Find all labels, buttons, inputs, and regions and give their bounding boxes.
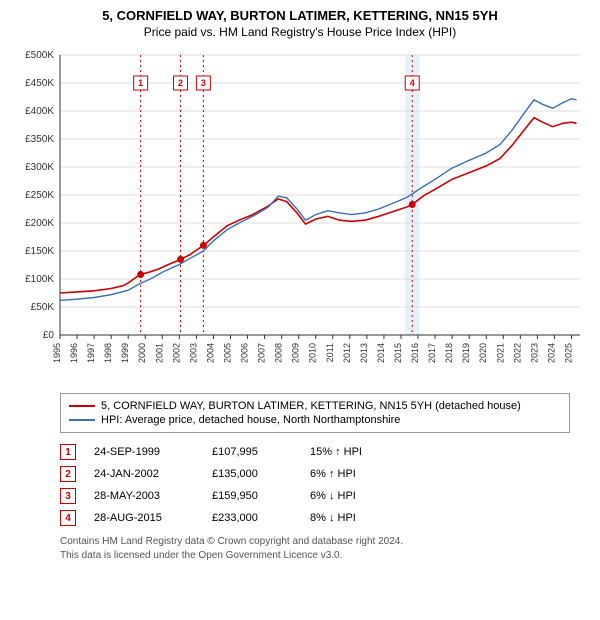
tx-box-label: 4 bbox=[410, 78, 415, 88]
x-tick-label: 2024 bbox=[546, 343, 556, 363]
tx-num-box: 2 bbox=[60, 466, 76, 482]
x-tick-label: 2007 bbox=[257, 343, 267, 363]
x-tick-label: 2016 bbox=[410, 343, 420, 363]
y-tick-label: £500K bbox=[25, 50, 54, 61]
x-tick-label: 2015 bbox=[393, 343, 403, 363]
y-tick-label: £200K bbox=[25, 218, 54, 229]
chart-title: 5, CORNFIELD WAY, BURTON LATIMER, KETTER… bbox=[10, 8, 590, 23]
tx-marker bbox=[177, 256, 184, 263]
chart-container: 5, CORNFIELD WAY, BURTON LATIMER, KETTER… bbox=[0, 0, 600, 572]
chart-svg: £0 £50K £100K £150K £200K £250K £300K £350K £400… bbox=[10, 45, 590, 385]
series-hpi bbox=[60, 99, 577, 301]
tx-marker bbox=[137, 271, 144, 278]
tx-diff: 15% ↑ HPI bbox=[310, 446, 410, 458]
tx-date: 28-AUG-2015 bbox=[94, 512, 194, 524]
x-tick-label: 2021 bbox=[495, 343, 505, 363]
x-tick-label: 2017 bbox=[427, 343, 437, 363]
x-tick-label: 1995 bbox=[52, 343, 62, 363]
tx-price: £107,995 bbox=[212, 446, 292, 458]
x-tick-label: 2011 bbox=[325, 343, 335, 362]
table-row: 3 28-MAY-2003 £159,950 6% ↓ HPI bbox=[60, 485, 570, 507]
legend-swatch-property bbox=[69, 405, 95, 407]
x-tick-label: 2000 bbox=[137, 343, 147, 363]
x-tick-label: 2010 bbox=[308, 343, 318, 363]
footer: Contains HM Land Registry data © Crown c… bbox=[60, 535, 570, 562]
x-tick-label: 2012 bbox=[342, 343, 352, 363]
y-tick-label: £0 bbox=[43, 330, 55, 341]
x-tick-label: 2019 bbox=[461, 343, 471, 363]
y-tick-label: £100K bbox=[25, 274, 54, 285]
y-tick-label: £250K bbox=[25, 190, 54, 201]
chart-subtitle: Price paid vs. HM Land Registry's House … bbox=[10, 25, 590, 39]
legend: 5, CORNFIELD WAY, BURTON LATIMER, KETTER… bbox=[60, 393, 570, 433]
tx-num-box: 3 bbox=[60, 488, 76, 504]
x-tick-label: 1998 bbox=[103, 343, 113, 363]
tx-marker bbox=[409, 201, 416, 208]
table-row: 2 24-JAN-2002 £135,000 6% ↑ HPI bbox=[60, 463, 570, 485]
tx-price: £159,950 bbox=[212, 490, 292, 502]
x-tick-label: 2008 bbox=[274, 343, 284, 363]
tx-num-box: 4 bbox=[60, 510, 76, 526]
table-row: 4 28-AUG-2015 £233,000 8% ↓ HPI bbox=[60, 507, 570, 529]
x-tick-label: 1999 bbox=[120, 343, 130, 363]
tx-box-label: 1 bbox=[138, 78, 143, 88]
x-tick-label: 2009 bbox=[291, 343, 301, 363]
x-tick-label: 2001 bbox=[154, 343, 164, 363]
footer-line2: This data is licensed under the Open Gov… bbox=[60, 549, 570, 563]
x-tick-label: 2004 bbox=[205, 343, 215, 363]
x-tick-label: 2003 bbox=[188, 343, 198, 363]
legend-swatch-hpi bbox=[69, 419, 95, 421]
tx-box-label: 2 bbox=[178, 78, 183, 88]
x-tick-label: 2020 bbox=[478, 343, 488, 363]
legend-item-hpi: HPI: Average price, detached house, Nort… bbox=[69, 414, 561, 426]
x-tick-label: 2023 bbox=[529, 343, 539, 363]
tx-diff: 8% ↓ HPI bbox=[310, 512, 410, 524]
y-tick-label: £450K bbox=[25, 78, 54, 89]
x-tick-label: 2006 bbox=[240, 343, 250, 363]
y-tick-label: £50K bbox=[31, 302, 55, 313]
tx-price: £135,000 bbox=[212, 468, 292, 480]
y-tick-label: £400K bbox=[25, 106, 54, 117]
series-property bbox=[60, 118, 577, 293]
chart-area: £0 £50K £100K £150K £200K £250K £300K £350K £400… bbox=[10, 45, 590, 385]
tx-box-label: 3 bbox=[201, 78, 206, 88]
x-tick-label: 2013 bbox=[359, 343, 369, 363]
y-tick-label: £350K bbox=[25, 134, 54, 145]
tx-price: £233,000 bbox=[212, 512, 292, 524]
x-tick-label: 2014 bbox=[376, 343, 386, 363]
tx-date: 28-MAY-2003 bbox=[94, 490, 194, 502]
x-tick-label: 2018 bbox=[444, 343, 454, 363]
tx-num-box: 1 bbox=[60, 444, 76, 460]
tx-date: 24-SEP-1999 bbox=[94, 446, 194, 458]
tx-diff: 6% ↓ HPI bbox=[310, 490, 410, 502]
legend-label-property: 5, CORNFIELD WAY, BURTON LATIMER, KETTER… bbox=[101, 400, 521, 412]
legend-label-hpi: HPI: Average price, detached house, Nort… bbox=[101, 414, 400, 426]
x-tick-label: 1996 bbox=[69, 343, 79, 363]
x-tick-label: 2022 bbox=[512, 343, 522, 363]
x-tick-label: 2025 bbox=[563, 343, 573, 363]
x-tick-label: 2002 bbox=[171, 343, 181, 363]
tx-date: 24-JAN-2002 bbox=[94, 468, 194, 480]
transaction-table: 1 24-SEP-1999 £107,995 15% ↑ HPI 2 24-JAN-200… bbox=[60, 441, 570, 529]
y-tick-label: £150K bbox=[25, 246, 54, 257]
tx-diff: 6% ↑ HPI bbox=[310, 468, 410, 480]
tx-marker bbox=[200, 242, 207, 249]
table-row: 1 24-SEP-1999 £107,995 15% ↑ HPI bbox=[60, 441, 570, 463]
y-tick-label: £300K bbox=[25, 162, 54, 173]
legend-item-property: 5, CORNFIELD WAY, BURTON LATIMER, KETTER… bbox=[69, 400, 561, 412]
x-tick-label: 2005 bbox=[222, 343, 232, 363]
footer-line1: Contains HM Land Registry data © Crown c… bbox=[60, 535, 570, 549]
x-tick-label: 1997 bbox=[86, 343, 96, 363]
